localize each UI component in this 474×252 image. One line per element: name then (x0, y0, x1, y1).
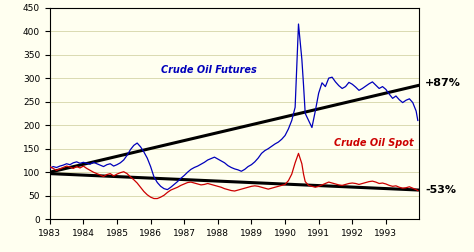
Text: Crude Oil Futures: Crude Oil Futures (161, 66, 256, 75)
Text: Crude Oil Spot: Crude Oil Spot (334, 138, 413, 148)
Text: +87%: +87% (425, 78, 461, 88)
Text: -53%: -53% (425, 185, 456, 195)
